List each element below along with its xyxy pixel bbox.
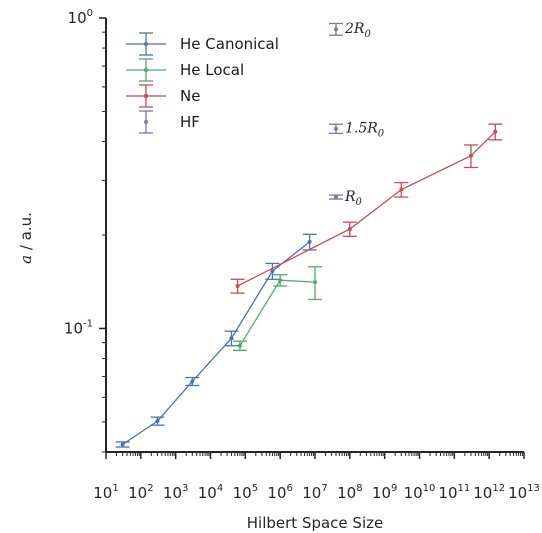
legend-label: He Canonical — [180, 35, 279, 53]
point-annotation: 2R0 — [344, 21, 371, 40]
data-point — [347, 227, 352, 232]
data-point — [333, 195, 338, 200]
x-tick-label: 108 — [337, 483, 362, 502]
data-point — [399, 187, 404, 192]
data-point — [468, 153, 473, 158]
data-point — [190, 379, 195, 384]
x-tick-label: 107 — [302, 483, 327, 502]
legend-marker — [144, 94, 148, 98]
data-point — [120, 442, 125, 447]
x-axis-title: Hilbert Space Size — [247, 514, 383, 532]
series-he-canonical — [115, 233, 317, 448]
y-axis-unit: / a.u. — [17, 212, 35, 255]
x-tick-label: 1011 — [438, 483, 470, 502]
data-point — [307, 239, 312, 244]
data-point — [278, 278, 283, 283]
legend-entry: HF — [139, 110, 200, 134]
point-annotation: 1.5R0 — [345, 121, 385, 140]
legend-marker — [144, 120, 148, 124]
series-he-local — [232, 266, 322, 352]
data-point — [229, 336, 234, 341]
x-tick-label: 101 — [93, 483, 118, 502]
x-tick-label: 105 — [233, 483, 258, 502]
series-hf: R0 1.5R0 2R0 — [328, 21, 385, 208]
x-tick-label: 106 — [267, 483, 292, 502]
data-point — [237, 343, 242, 348]
x-tick-label: 1013 — [508, 483, 540, 502]
legend-entry: He Local — [126, 58, 244, 82]
data-point — [313, 280, 317, 285]
data-point — [493, 129, 498, 134]
legend-label: Ne — [180, 87, 200, 105]
x-tick-label: 1012 — [473, 483, 505, 502]
data-point — [270, 269, 275, 274]
data-point — [235, 284, 240, 289]
point-annotation: R0 — [344, 189, 363, 208]
legend-marker — [144, 68, 148, 72]
y-tick-label: 100 — [68, 8, 93, 27]
data-point — [155, 419, 160, 424]
data-point — [333, 27, 338, 32]
legend-label: He Local — [180, 61, 244, 79]
series-line — [122, 241, 311, 446]
x-tick-label: 104 — [198, 483, 223, 502]
data-point — [333, 126, 338, 131]
legend-entry: Ne — [126, 84, 200, 108]
legend-marker — [144, 42, 148, 46]
x-tick-label: 102 — [128, 483, 153, 502]
y-axis-title: a / a.u. — [17, 212, 35, 264]
x-tick-label: 103 — [163, 483, 188, 502]
x-tick-label: 109 — [372, 483, 397, 502]
legend-entry: He Canonical — [126, 32, 279, 56]
y-axis-var: a — [17, 255, 35, 264]
series-ne — [230, 123, 503, 294]
series-line — [239, 279, 316, 347]
legend-label: HF — [180, 113, 200, 131]
x-tick-label: 1010 — [404, 483, 436, 502]
y-tick-label: 10-1 — [64, 318, 93, 337]
